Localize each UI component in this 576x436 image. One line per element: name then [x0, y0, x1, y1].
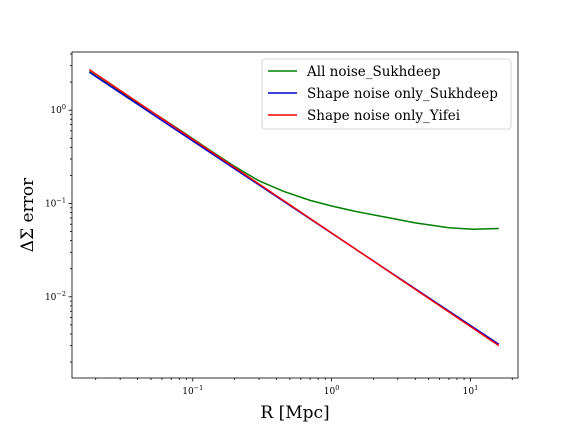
x-tick-label-1: 100 [324, 384, 340, 397]
y-tick-label-1: 10−1 [45, 197, 66, 210]
y-axis-label: ΔΣ error [18, 177, 38, 252]
x-tick-label-2: 101 [463, 384, 479, 397]
plot-frame [71, 51, 519, 379]
y-tick-label-0: 10−2 [45, 290, 66, 303]
tick-layer: 10−1 100 101 10−2 10−1 100 [45, 53, 513, 397]
y-tick-label-2: 100 [50, 103, 66, 116]
legend-box [261, 58, 512, 130]
series-layer [88, 68, 500, 347]
legend-label-2: Shape noise only_Yifei [307, 108, 461, 124]
x-tick-label-0: 10−1 [182, 384, 203, 397]
x-axis-label: R [Mpc] [260, 403, 329, 423]
legend: All noise_Sukhdeep Shape noise only_Sukhd… [261, 58, 512, 130]
series-line-2 [88, 68, 500, 347]
legend-label-1: Shape noise only_Sukhdeep [307, 86, 498, 102]
legend-label-0: All noise_Sukhdeep [306, 64, 441, 80]
